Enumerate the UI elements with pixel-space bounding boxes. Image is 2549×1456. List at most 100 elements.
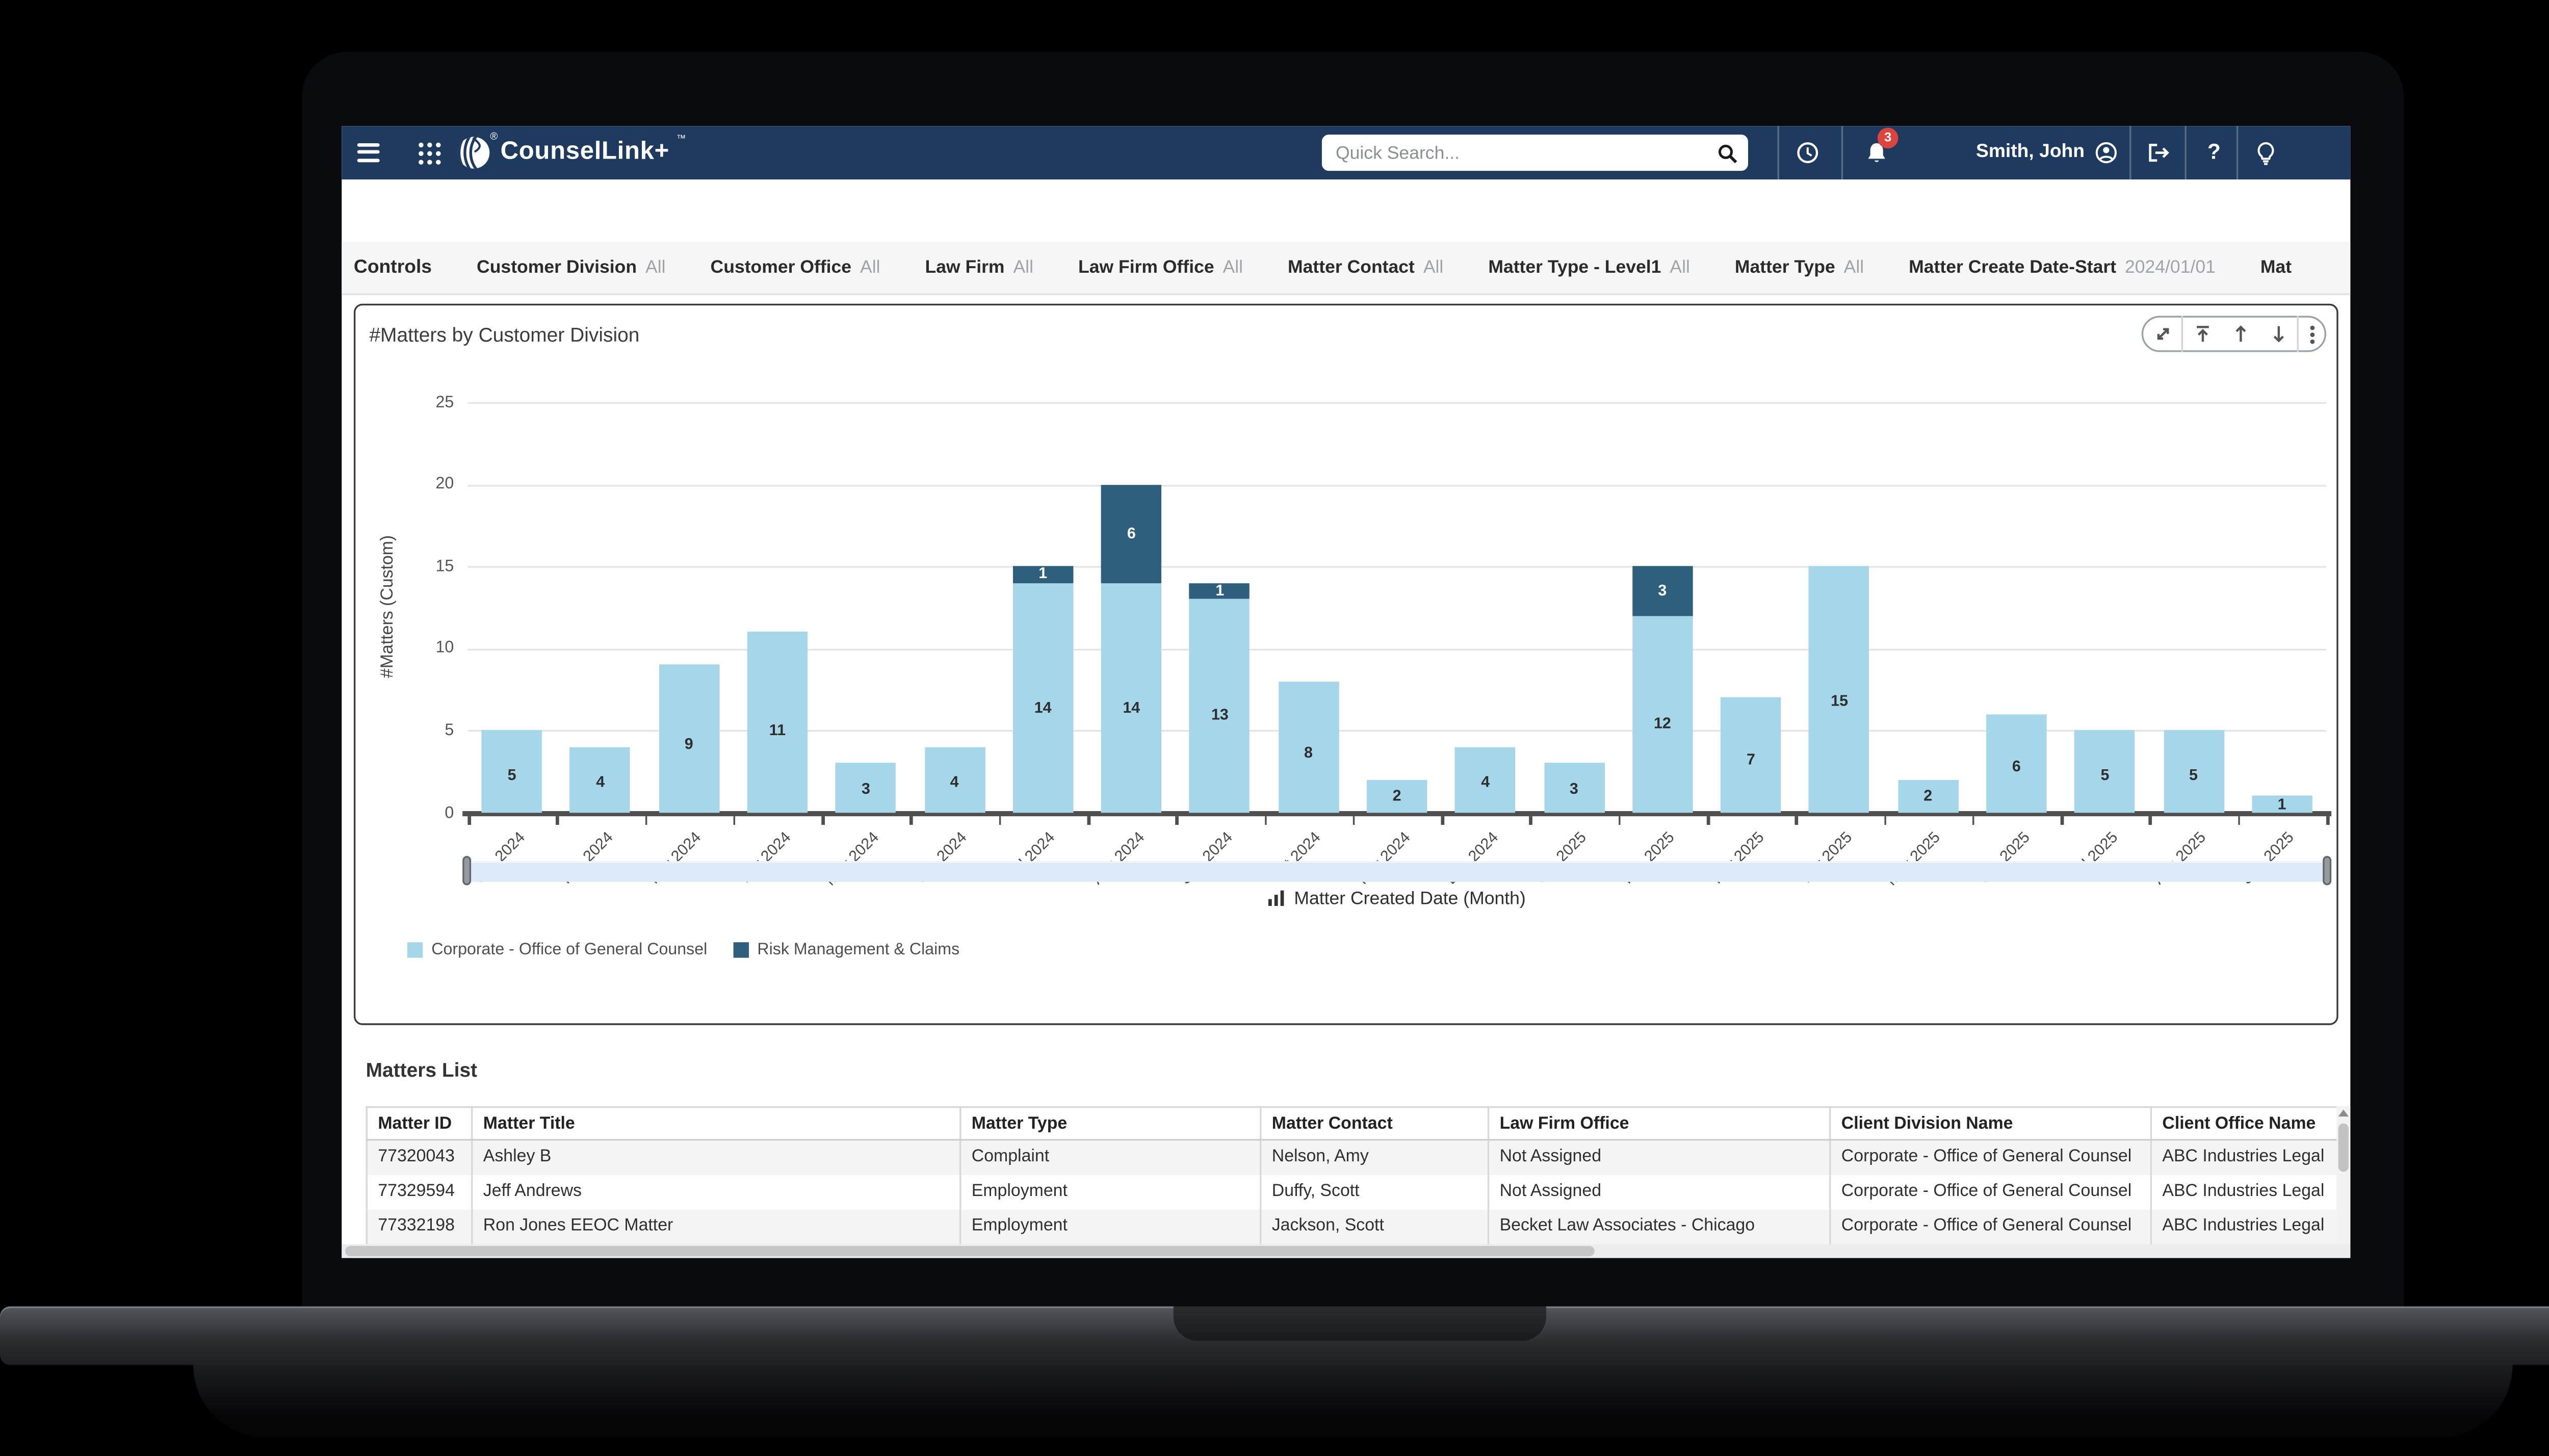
table-row[interactable]: 77329594 Jeff Andrews Employment Duffy, Sco… <box>366 1175 2351 1210</box>
table-cell: Duffy, Scott <box>1260 1175 1490 1210</box>
legend-item[interactable]: Corporate - Office of General Counsel <box>407 941 707 959</box>
column-header-matter-title[interactable]: Matter Title <box>471 1106 961 1141</box>
column-header-client-office-name[interactable]: Client Office Name <box>2150 1106 2351 1141</box>
bar-sep-2024-dark[interactable] <box>1189 583 1251 600</box>
filter-customer-division[interactable]: Customer Division All <box>477 257 665 278</box>
menu-icon[interactable] <box>357 143 380 162</box>
table-cell: Nelson, Amy <box>1260 1139 1490 1175</box>
column-header-law-firm-office[interactable]: Law Firm Office <box>1487 1106 1831 1141</box>
bar-value-label: 9 <box>684 736 693 753</box>
bell-icon[interactable] <box>1865 142 1888 166</box>
app-grid-icon[interactable] <box>418 142 441 166</box>
filter-law-firm-office[interactable]: Law Firm Office All <box>1078 257 1243 278</box>
bar-may-2024-light[interactable] <box>836 763 896 813</box>
x-axis-tick <box>821 815 824 824</box>
filter-law-firm[interactable]: Law Firm All <box>925 257 1033 278</box>
table-cell: ABC Industries Legal <box>2150 1210 2351 1246</box>
notification-badge[interactable]: 3 <box>1877 127 1898 149</box>
x-axis-tick <box>733 815 736 824</box>
column-header-matter-id[interactable]: Matter ID <box>366 1106 473 1141</box>
scrollbar-up-arrow[interactable] <box>2338 1109 2349 1117</box>
search-icon[interactable] <box>1717 142 1738 163</box>
nav-divider <box>1841 126 1843 180</box>
filter-value: All <box>1223 257 1243 278</box>
bar-apr-2024-light[interactable] <box>747 632 808 813</box>
table-cell: ABC Industries Legal <box>2150 1139 2351 1175</box>
table-row[interactable]: 77320043 Ashley B Complaint Nelson, Amy Not … <box>366 1139 2351 1175</box>
bar-mar-2024-light[interactable] <box>659 665 719 813</box>
bar-value-label: 4 <box>1481 773 1490 790</box>
filter-matter-contact[interactable]: Matter Contact All <box>1288 257 1443 278</box>
bar-feb-2025-dark[interactable] <box>1632 566 1693 616</box>
table-vertical-scrollbar[interactable] <box>2336 1106 2351 1244</box>
slider-handle-left[interactable] <box>462 855 472 886</box>
table-cell: Employment <box>959 1210 1262 1246</box>
filter-matter-create-date-start[interactable]: Matter Create Date-Start 2024/01/01 <box>1909 257 2216 278</box>
bar-jan-2024-light[interactable] <box>481 731 542 813</box>
filter-matter-type[interactable]: Matter Type All <box>1735 257 1864 278</box>
clock-history-icon[interactable] <box>1797 142 1819 164</box>
table-cell: 77332198 <box>366 1210 473 1246</box>
column-header-matter-type[interactable]: Matter Type <box>959 1106 1262 1141</box>
sign-out-icon[interactable] <box>2147 142 2171 164</box>
table-cell: 77329594 <box>366 1175 473 1210</box>
y-axis-tick-label: 0 <box>445 803 454 822</box>
filter-mat[interactable]: Mat <box>2260 257 2292 278</box>
slider-handle-right[interactable] <box>2323 855 2332 886</box>
bar-aug-2024-dark[interactable] <box>1101 484 1162 583</box>
scroll-up-icon[interactable] <box>2221 316 2258 352</box>
bar-jul-2024-light[interactable] <box>1012 583 1073 813</box>
lightbulb-icon[interactable] <box>2255 142 2276 166</box>
nav-divider <box>2236 126 2239 180</box>
bar-value-label: 11 <box>769 721 786 739</box>
bar-value-label: 6 <box>2012 758 2021 775</box>
scroll-down-icon[interactable] <box>2259 316 2297 352</box>
y-axis-tick-label: 10 <box>435 639 454 658</box>
bar-jun-2024-light[interactable] <box>924 747 985 813</box>
filter-label: Matter Type - Level1 <box>1488 257 1661 278</box>
expand-icon[interactable] <box>2143 316 2181 352</box>
horizontal-scrollbar[interactable] <box>342 1244 2351 1258</box>
scroll-top-icon[interactable] <box>2183 316 2221 352</box>
bar-jul-2024-dark[interactable] <box>1012 566 1073 583</box>
search-input[interactable] <box>1335 135 1707 171</box>
bar-sep-2025-light[interactable] <box>2251 796 2312 813</box>
column-header-client-division-name[interactable]: Client Division Name <box>1829 1106 2152 1141</box>
bar-sep-2024-light[interactable] <box>1189 599 1251 813</box>
bar-value-label: 14 <box>1123 698 1140 716</box>
brand-logo-icon[interactable] <box>456 135 492 171</box>
bar-jul-2025-light[interactable] <box>2074 731 2136 813</box>
kebab-menu-icon[interactable] <box>2299 316 2325 352</box>
brand-name[interactable]: CounselLink+ <box>500 138 669 166</box>
x-range-slider[interactable] <box>467 861 2326 882</box>
table-row[interactable]: 77332198 Ron Jones EEOC Matter Employment J… <box>366 1210 2351 1246</box>
bar-dec-2024-light[interactable] <box>1455 747 1516 813</box>
legend-item[interactable]: Risk Management & Claims <box>733 941 959 959</box>
x-axis-tick <box>1706 815 1709 824</box>
filter-matter-type-level1[interactable]: Matter Type - Level1 All <box>1488 257 1690 278</box>
user-avatar-icon[interactable] <box>2095 142 2117 164</box>
bar-feb-2025-light[interactable] <box>1632 615 1693 813</box>
user-name[interactable]: Smith, John <box>1975 141 2085 163</box>
filter-label: Matter Create Date-Start <box>1909 257 2117 278</box>
horizontal-scrollbar-thumb[interactable] <box>345 1245 1595 1257</box>
chart-title: #Matters by Customer Division <box>369 326 640 347</box>
bar-may-2025-light[interactable] <box>1897 779 1958 813</box>
matters-chart-card: #Matters by Customer Division <box>353 303 2338 1025</box>
bar-feb-2024-light[interactable] <box>570 747 631 813</box>
filter-customer-office[interactable]: Customer Office All <box>711 257 880 278</box>
bar-mar-2025-light[interactable] <box>1721 697 1781 813</box>
help-icon[interactable]: ? <box>2207 140 2221 164</box>
bar-jun-2025-light[interactable] <box>1986 714 2047 813</box>
bar-jan-2025-light[interactable] <box>1544 763 1604 813</box>
x-axis-tick <box>1352 815 1356 824</box>
bar-aug-2024-light[interactable] <box>1101 583 1162 813</box>
bar-value-label: 1 <box>1038 565 1048 583</box>
y-axis-tick-label: 25 <box>435 393 454 412</box>
bar-apr-2025-light[interactable] <box>1809 566 1870 813</box>
bar-nov-2024-light[interactable] <box>1366 779 1427 813</box>
scrollbar-thumb[interactable] <box>2338 1123 2349 1172</box>
column-header-matter-contact[interactable]: Matter Contact <box>1260 1106 1490 1141</box>
bar-oct-2024-light[interactable] <box>1278 681 1339 813</box>
bar-aug-2025-light[interactable] <box>2163 731 2224 813</box>
